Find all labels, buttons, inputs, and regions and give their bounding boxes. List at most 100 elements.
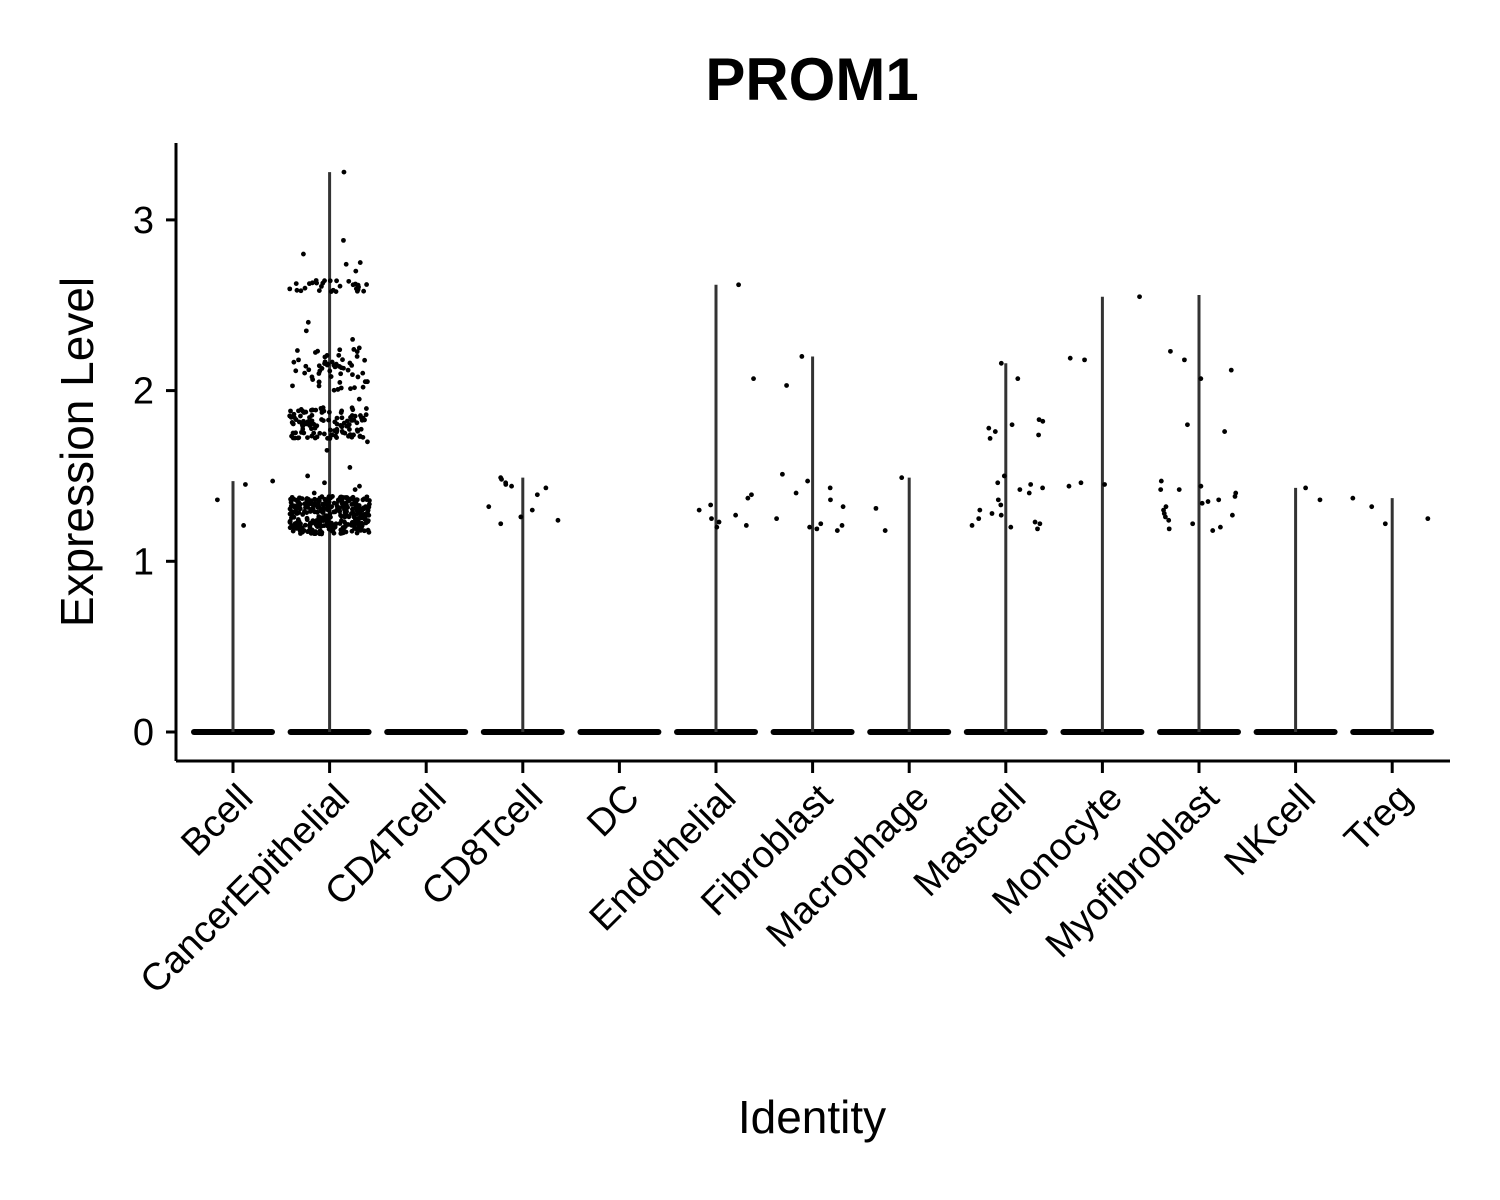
point-dense-cancerepithelial — [315, 348, 321, 354]
point-cancerepithelial — [365, 439, 370, 445]
point-dense-cancerepithelial — [314, 423, 320, 429]
point-dense-cancerepithelial — [321, 431, 327, 437]
point-dense-cancerepithelial — [305, 435, 310, 440]
point-cd8tcell — [529, 507, 535, 513]
point-endothelial — [696, 507, 702, 513]
point-dense-cancerepithelial — [339, 408, 345, 414]
point-endothelial — [709, 516, 714, 522]
point-dense-cancerepithelial — [359, 417, 365, 423]
point-mastcell — [992, 429, 998, 434]
point-fibroblast — [793, 490, 799, 496]
point-endothelial — [714, 524, 720, 530]
x-tick-label-dc: DC — [579, 777, 648, 846]
point-monocyte — [1067, 355, 1073, 361]
point-mastcell — [976, 516, 982, 522]
point-dense-cancerepithelial — [362, 357, 368, 363]
point-dense-cancerepithelial — [292, 503, 298, 509]
point-cancerepithelial — [357, 483, 362, 489]
point-dense-cancerepithelial — [337, 521, 343, 526]
point-dense-cancerepithelial — [354, 530, 360, 536]
point-myofibroblast — [1158, 487, 1164, 493]
point-dense-cancerepithelial — [326, 417, 331, 423]
point-cd8tcell — [503, 482, 509, 487]
point-dense-cancerepithelial — [337, 380, 343, 385]
point-dense-cancerepithelial — [288, 408, 293, 414]
point-dense-cancerepithelial — [362, 379, 368, 385]
point-myofibroblast — [1232, 494, 1238, 499]
zero-band-dc — [577, 729, 662, 735]
point-dense-cancerepithelial — [293, 417, 299, 423]
point-dense-cancerepithelial — [310, 280, 315, 286]
point-dense-cancerepithelial — [355, 505, 360, 511]
point-dense-cancerepithelial — [289, 510, 295, 516]
point-dense-cancerepithelial — [334, 429, 339, 435]
point-dense-cancerepithelial — [309, 418, 315, 424]
point-dense-cancerepithelial — [319, 417, 324, 422]
point-treg — [1350, 495, 1356, 501]
point-dense-cancerepithelial — [310, 377, 316, 382]
point-cancerepithelial — [353, 268, 359, 274]
x-tick-label-bcell: Bcell — [173, 777, 261, 865]
point-dense-cancerepithelial — [317, 531, 323, 537]
point-endothelial — [716, 519, 722, 525]
point-cancerepithelial — [357, 260, 363, 265]
point-dense-cancerepithelial — [328, 289, 334, 294]
point-dense-cancerepithelial — [322, 354, 328, 360]
point-dense-cancerepithelial — [347, 432, 353, 437]
point-bcell — [241, 523, 246, 528]
point-monocyte — [1102, 482, 1107, 487]
point-dense-cancerepithelial — [316, 383, 322, 389]
point-cancerepithelial — [305, 473, 311, 479]
point-treg — [1369, 504, 1375, 510]
point-dense-cancerepithelial — [318, 405, 324, 411]
point-dense-cancerepithelial — [287, 519, 293, 525]
point-mastcell — [995, 480, 1001, 486]
point-mastcell — [1036, 417, 1042, 423]
point-endothelial — [736, 282, 741, 288]
point-dense-cancerepithelial — [351, 417, 357, 423]
point-dense-cancerepithelial — [365, 519, 371, 525]
zero-band-cd4tcell — [384, 729, 469, 735]
point-endothelial — [745, 495, 751, 501]
plot-area — [191, 169, 1435, 735]
point-myofibroblast — [1228, 367, 1234, 373]
point-treg — [1382, 521, 1388, 527]
point-dense-cancerepithelial — [334, 503, 340, 509]
point-monocyte — [1137, 294, 1142, 300]
point-dense-cancerepithelial — [338, 513, 344, 519]
point-dense-cancerepithelial — [365, 527, 371, 533]
point-nkcell — [1303, 485, 1309, 491]
point-dense-cancerepithelial — [316, 515, 322, 520]
point-dense-cancerepithelial — [296, 519, 302, 525]
point-fibroblast — [818, 521, 824, 527]
point-myofibroblast — [1176, 487, 1182, 493]
point-fibroblast — [827, 485, 833, 491]
point-cd8tcell — [555, 517, 561, 523]
point-mastcell — [1028, 482, 1034, 487]
point-fibroblast — [799, 354, 805, 359]
y-tick-label-2: 2 — [133, 371, 154, 413]
point-dense-cancerepithelial — [363, 505, 369, 511]
point-dense-cancerepithelial — [309, 412, 315, 418]
point-dense-cancerepithelial — [291, 359, 297, 365]
x-tick-label-myofibroblast: Myofibroblast — [1038, 776, 1228, 966]
point-myofibroblast — [1222, 429, 1228, 434]
point-dense-cancerepithelial — [310, 518, 316, 524]
point-cancerepithelial — [354, 354, 360, 359]
point-dense-cancerepithelial — [296, 500, 302, 505]
point-cd8tcell — [498, 475, 504, 481]
point-dense-cancerepithelial — [337, 507, 342, 513]
point-dense-cancerepithelial — [295, 348, 300, 353]
x-tick-label-nkcell: NKcell — [1217, 777, 1324, 884]
point-cancerepithelial — [301, 251, 306, 257]
point-myofibroblast — [1163, 514, 1168, 520]
point-dense-cancerepithelial — [326, 409, 332, 415]
point-mastcell — [1009, 422, 1015, 428]
point-dense-cancerepithelial — [296, 510, 302, 515]
point-dense-cancerepithelial — [345, 418, 350, 424]
point-dense-cancerepithelial — [304, 496, 310, 501]
point-cancerepithelial — [347, 465, 353, 470]
point-dense-cancerepithelial — [344, 509, 349, 515]
point-dense-cancerepithelial — [322, 496, 328, 502]
